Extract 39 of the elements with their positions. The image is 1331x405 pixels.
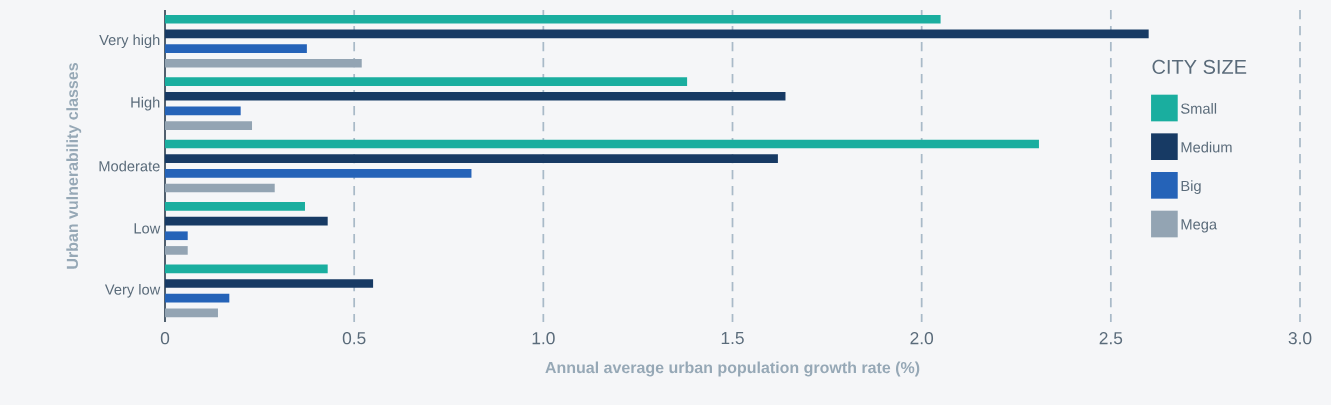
bar: [165, 154, 778, 164]
bar: [165, 264, 328, 274]
bar: [165, 169, 472, 178]
bar: [165, 308, 218, 318]
legend-label: Small: [1181, 103, 1217, 114]
legend-label: Big: [1181, 180, 1201, 195]
bar: [165, 14, 941, 24]
bar: [165, 106, 241, 116]
bar: [165, 279, 374, 288]
bar: [165, 216, 328, 226]
bar: [165, 44, 307, 53]
bar: [165, 121, 253, 130]
bar: [165, 246, 188, 255]
bar: [165, 58, 362, 68]
y-tick-label: High: [131, 96, 160, 111]
x-tick-label: 1.0: [532, 332, 555, 345]
x-tick-label: 3.0: [1288, 332, 1312, 345]
x-tick-label: 1.5: [721, 332, 744, 345]
bar: [165, 29, 1149, 39]
bar: [165, 91, 786, 101]
bar: [165, 139, 1039, 149]
bar: [165, 293, 230, 303]
y-tick-label: Low: [134, 223, 161, 234]
y-tick-label: Very high: [99, 34, 160, 49]
x-tick-label: 2.0: [910, 332, 934, 345]
y-tick-label: Moderate: [99, 160, 160, 172]
x-tick-label: 0.5: [342, 332, 366, 345]
bar: [165, 183, 275, 193]
y-axis-title: Urban vulnerability classes: [66, 63, 82, 269]
legend-label: Mega: [1181, 219, 1218, 233]
legend-title: CITY SIZE: [1152, 59, 1247, 74]
x-tick-label: 0: [160, 332, 170, 345]
bar: [165, 231, 188, 241]
x-tick-label: 2.5: [1099, 332, 1123, 345]
x-axis-title: Annual average urban population growth rate (%): [545, 361, 920, 377]
legend-label: Medium: [1181, 141, 1232, 153]
bar: [165, 77, 688, 86]
y-tick-label: Very low: [104, 283, 161, 298]
bar: [165, 202, 305, 211]
